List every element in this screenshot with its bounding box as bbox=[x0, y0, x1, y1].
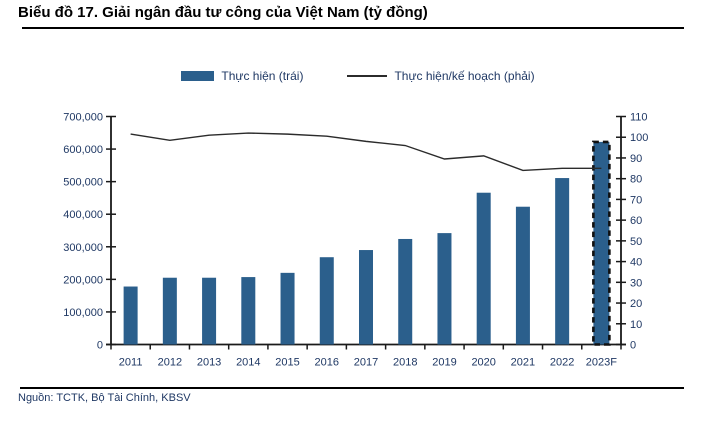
left-axis-label: 400,000 bbox=[63, 209, 103, 221]
right-axis-label: 0 bbox=[630, 340, 636, 352]
x-axis-label-2020: 2020 bbox=[471, 357, 495, 369]
bar-2013 bbox=[202, 277, 217, 345]
left-axis-label: 500,000 bbox=[63, 177, 103, 189]
bar-2012 bbox=[162, 277, 177, 345]
right-axis-label: 80 bbox=[630, 174, 642, 186]
bar-2014 bbox=[241, 277, 256, 345]
chart-legend: Thực hiện (trái) Thực hiện/kế hoạch (phả… bbox=[0, 69, 716, 83]
x-axis-label-2017: 2017 bbox=[354, 357, 378, 369]
footer-divider bbox=[20, 387, 684, 389]
bar-2022 bbox=[555, 178, 570, 345]
right-axis-label: 30 bbox=[630, 277, 642, 289]
x-axis-label-2021: 2021 bbox=[511, 357, 535, 369]
bar-2018 bbox=[398, 238, 413, 345]
combo-chart-plot: 0 100,000 200,000 300,000 400,000 500,000 600,… bbox=[63, 112, 648, 369]
ratio-line-series bbox=[130, 132, 602, 172]
left-axis-label: 100,000 bbox=[63, 307, 103, 319]
page-title: Biểu đồ 17. Giải ngân đầu tư công của Vi… bbox=[18, 4, 428, 21]
left-axis-label: 600,000 bbox=[63, 144, 103, 156]
left-axis-label: 300,000 bbox=[63, 242, 103, 254]
right-axis-label: 10 bbox=[630, 319, 642, 331]
left-axis-label: 700,000 bbox=[63, 112, 103, 124]
line-swatch-icon bbox=[347, 75, 388, 77]
x-axis-label-2015: 2015 bbox=[275, 357, 299, 369]
bar-2017 bbox=[359, 250, 373, 345]
right-axis-label: 50 bbox=[630, 236, 642, 248]
legend-label-bars: Thực hiện (trái) bbox=[221, 69, 304, 83]
legend-item-line: Thực hiện/kế hoạch (phải) bbox=[347, 69, 535, 83]
left-axis-label: 0 bbox=[97, 340, 103, 352]
source-note: Nguồn: TCTK, Bộ Tài Chính, KBSV bbox=[18, 392, 191, 404]
bar-swatch-icon bbox=[181, 71, 215, 81]
x-axis-label-2011: 2011 bbox=[119, 357, 143, 369]
legend-label-line: Thực hiện/kế hoạch (phải) bbox=[394, 69, 535, 83]
left-axis-label: 200,000 bbox=[63, 274, 103, 286]
right-axis-label: 70 bbox=[630, 194, 642, 206]
bar-2023F bbox=[592, 140, 611, 346]
bar-2020 bbox=[476, 192, 491, 345]
right-axis-label: 110 bbox=[630, 112, 648, 124]
bar-2011 bbox=[123, 286, 138, 345]
x-axis-label-2023F: 2023F bbox=[586, 357, 617, 369]
title-divider bbox=[22, 27, 684, 29]
right-axis-label: 40 bbox=[630, 257, 642, 269]
right-axis-label: 60 bbox=[630, 215, 642, 227]
x-axis-label-2022: 2022 bbox=[550, 357, 574, 369]
bar-2016 bbox=[319, 257, 334, 345]
legend-item-bars: Thực hiện (trái) bbox=[181, 69, 303, 83]
bar-2021 bbox=[515, 206, 530, 345]
right-axis-label: 100 bbox=[630, 132, 648, 144]
x-axis-label-2012: 2012 bbox=[158, 357, 182, 369]
right-axis-label: 90 bbox=[630, 153, 642, 165]
right-axis-label: 20 bbox=[630, 298, 642, 310]
x-axis-label-2019: 2019 bbox=[432, 357, 456, 369]
chart-header: Biểu đồ 17. Giải ngân đầu tư công của Vi… bbox=[18, 4, 696, 21]
x-axis-label-2014: 2014 bbox=[236, 357, 260, 369]
x-axis-label-2018: 2018 bbox=[393, 357, 417, 369]
x-axis-label-2013: 2013 bbox=[197, 357, 221, 369]
x-axis-label-2016: 2016 bbox=[315, 357, 339, 369]
bar-2015 bbox=[280, 272, 295, 345]
bar-2019 bbox=[437, 233, 452, 345]
